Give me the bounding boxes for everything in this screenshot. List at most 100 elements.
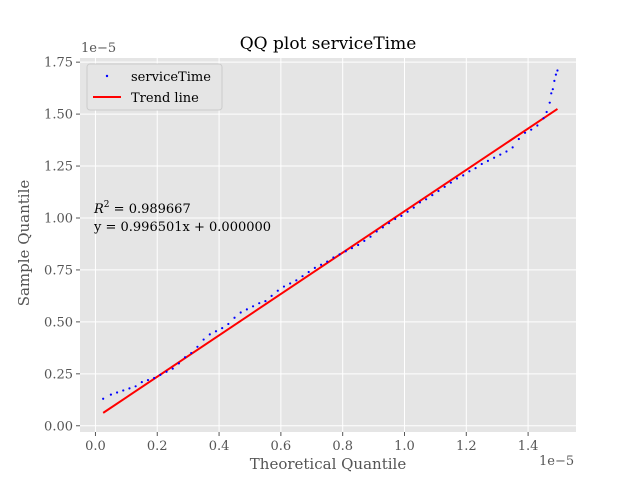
data-point [165, 370, 168, 373]
plot-background [80, 58, 576, 432]
data-point [499, 153, 502, 156]
data-point [523, 131, 527, 134]
data-point [159, 373, 162, 376]
data-point [493, 156, 496, 159]
legend-box [86, 63, 223, 111]
data-point [486, 159, 490, 162]
data-point [363, 239, 366, 242]
y-tick-label: 1.50 [44, 108, 73, 123]
data-point [109, 393, 113, 396]
data-point [350, 247, 354, 250]
data-point [134, 385, 137, 388]
x-tick-label: 1.2 [456, 439, 477, 454]
data-point [227, 322, 230, 326]
data-point [282, 285, 286, 288]
data-point [474, 167, 477, 170]
data-point [295, 279, 298, 282]
data-point [233, 316, 236, 319]
x-axis-offset-label: 1e−5 [539, 454, 574, 469]
x-tick-label: 1.0 [394, 439, 415, 454]
data-point [196, 345, 199, 348]
data-point [412, 206, 415, 209]
data-point [431, 194, 434, 197]
data-point [455, 177, 459, 180]
y-tick-label: 1.00 [44, 211, 73, 226]
x-tick-label: 0.2 [147, 439, 168, 454]
data-point [239, 311, 242, 314]
data-point [542, 117, 545, 120]
y-tick-label: 0.75 [44, 263, 73, 278]
data-point [418, 201, 422, 204]
data-point [338, 253, 341, 256]
data-point [375, 230, 378, 233]
y-tick-label: 0.50 [44, 315, 73, 330]
data-point [449, 181, 452, 184]
data-point [556, 69, 559, 72]
y-tick-label: 1.75 [44, 56, 73, 71]
data-point [289, 282, 292, 285]
plot-area [80, 58, 576, 432]
data-point [536, 124, 539, 127]
data-point [102, 397, 105, 400]
r-squared-value: = 0.989667 [110, 202, 191, 217]
data-point [511, 146, 514, 149]
data-point [462, 174, 465, 177]
data-point [530, 128, 533, 131]
y-tick-label: 0.25 [44, 367, 73, 382]
regression-equation-annotation: y = 0.996501x + 0.000000 [93, 220, 271, 235]
y-tick-label: 1.25 [44, 160, 73, 175]
y-tick-label: 0.00 [44, 419, 73, 434]
r-squared-superscript: 2 [104, 200, 110, 210]
r-squared-annotation: R2 = 0.989667 [93, 200, 191, 217]
data-point [480, 162, 483, 166]
data-point [307, 270, 310, 274]
r-squared-symbol: R [93, 202, 104, 217]
data-point [153, 376, 156, 380]
legend-marker-servicetime [105, 74, 109, 78]
data-point [183, 356, 187, 359]
y-axis-offset-label: 1e−5 [81, 41, 116, 56]
data-point [394, 217, 397, 221]
y-axis-ticks: 0.00 0.25 0.50 0.75 1.00 1.25 1.50 1.75 [44, 56, 80, 434]
data-point [554, 73, 558, 76]
x-tick-label: 0.0 [85, 439, 106, 454]
data-point [115, 391, 119, 394]
data-point [551, 88, 554, 91]
data-point [550, 92, 553, 95]
y-axis-label: Sample Quantile [15, 180, 33, 307]
series-layer [102, 69, 559, 414]
data-point [264, 300, 267, 303]
data-point [437, 189, 440, 193]
data-point [258, 302, 261, 305]
data-point [326, 260, 329, 263]
data-point [425, 198, 428, 201]
x-axis-ticks: 0.0 0.2 0.4 0.6 0.8 1.0 1.2 1.4 [85, 432, 538, 454]
data-point [214, 330, 218, 333]
data-point [202, 338, 205, 341]
data-point [319, 263, 323, 266]
data-point [122, 389, 125, 392]
data-point [146, 378, 150, 382]
data-point [251, 305, 255, 308]
data-point [400, 214, 403, 218]
legend-label-servicetime: serviceTime [131, 70, 211, 85]
x-axis-label: Theoretical Quantile [250, 455, 407, 473]
data-point [505, 150, 508, 153]
data-point [190, 351, 193, 355]
chart-title: QQ plot serviceTime [240, 34, 417, 54]
data-point [332, 256, 335, 259]
legend-label-trend-line: Trend line [131, 91, 199, 106]
data-point [387, 222, 391, 225]
trend-line [102, 108, 559, 414]
data-point [357, 243, 360, 247]
data-point [270, 294, 273, 298]
data-point [369, 235, 372, 238]
data-point [140, 381, 143, 384]
data-point [221, 327, 224, 330]
data-point [128, 387, 131, 390]
data-point [548, 101, 551, 104]
x-tick-label: 1.4 [518, 439, 539, 454]
x-tick-label: 0.4 [209, 439, 230, 454]
data-point [406, 210, 409, 213]
